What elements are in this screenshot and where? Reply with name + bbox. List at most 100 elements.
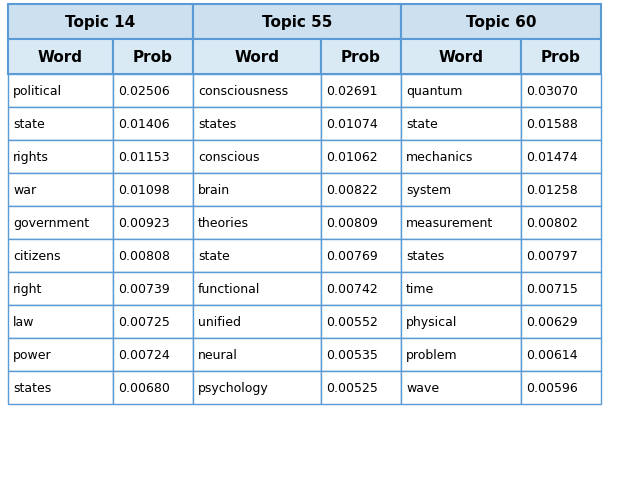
Bar	[401, 338, 521, 371]
Bar	[193, 207, 321, 240]
Bar	[193, 371, 321, 404]
Bar	[321, 174, 401, 207]
Bar	[321, 207, 401, 240]
Bar	[113, 371, 193, 404]
Text: 0.00923: 0.00923	[118, 216, 170, 229]
Bar	[401, 174, 521, 207]
Bar	[321, 305, 401, 338]
Bar	[521, 272, 601, 305]
Bar	[193, 338, 321, 371]
Text: Prob: Prob	[341, 50, 381, 65]
Text: conscious: conscious	[198, 151, 259, 164]
Text: 0.00797: 0.00797	[526, 249, 578, 262]
Text: 0.00680: 0.00680	[118, 381, 170, 394]
Text: Word: Word	[438, 50, 483, 65]
Text: theories: theories	[198, 216, 249, 229]
Text: 0.02506: 0.02506	[118, 85, 170, 98]
Bar	[401, 75, 521, 108]
Bar	[113, 75, 193, 108]
Bar	[521, 174, 601, 207]
Text: psychology: psychology	[198, 381, 269, 394]
Text: 0.00552: 0.00552	[326, 316, 378, 328]
Bar	[193, 40, 321, 75]
Bar	[193, 272, 321, 305]
Text: state: state	[406, 118, 438, 131]
Text: Topic 60: Topic 60	[466, 15, 536, 30]
Bar	[113, 240, 193, 272]
Bar	[113, 40, 193, 75]
Bar	[521, 75, 601, 108]
Bar	[401, 305, 521, 338]
Text: states: states	[406, 249, 444, 262]
Bar	[321, 371, 401, 404]
Text: system: system	[406, 183, 451, 197]
Bar	[521, 207, 601, 240]
Bar	[521, 40, 601, 75]
Bar	[321, 240, 401, 272]
Bar	[193, 141, 321, 174]
Bar	[8, 240, 113, 272]
Bar	[8, 305, 113, 338]
Text: mechanics: mechanics	[406, 151, 474, 164]
Text: 0.01062: 0.01062	[326, 151, 378, 164]
Bar	[321, 75, 401, 108]
Text: 0.01153: 0.01153	[118, 151, 170, 164]
Bar	[401, 141, 521, 174]
Bar	[113, 207, 193, 240]
Text: citizens: citizens	[13, 249, 61, 262]
Bar	[8, 108, 113, 141]
Text: political: political	[13, 85, 62, 98]
Text: Topic 14: Topic 14	[65, 15, 136, 30]
Bar	[401, 240, 521, 272]
Text: Prob: Prob	[133, 50, 173, 65]
Text: time: time	[406, 283, 435, 295]
Text: 0.00802: 0.00802	[526, 216, 578, 229]
Bar	[521, 240, 601, 272]
Bar	[113, 174, 193, 207]
Text: rights: rights	[13, 151, 49, 164]
Text: Word: Word	[234, 50, 280, 65]
Text: 0.01098: 0.01098	[118, 183, 170, 197]
Bar	[8, 141, 113, 174]
Text: 0.00614: 0.00614	[526, 348, 578, 361]
Text: 0.00715: 0.00715	[526, 283, 578, 295]
Bar	[401, 207, 521, 240]
Bar	[321, 40, 401, 75]
Bar	[113, 305, 193, 338]
Text: state: state	[198, 249, 230, 262]
Bar	[193, 174, 321, 207]
Text: physical: physical	[406, 316, 458, 328]
Bar	[8, 371, 113, 404]
Bar	[113, 272, 193, 305]
Bar	[401, 108, 521, 141]
Text: 0.00629: 0.00629	[526, 316, 578, 328]
Text: Prob: Prob	[541, 50, 581, 65]
Text: consciousness: consciousness	[198, 85, 288, 98]
Bar	[8, 174, 113, 207]
Bar	[8, 40, 113, 75]
Bar	[401, 40, 521, 75]
Text: right: right	[13, 283, 42, 295]
Text: war: war	[13, 183, 36, 197]
Text: neural: neural	[198, 348, 238, 361]
Bar	[193, 240, 321, 272]
Bar	[8, 207, 113, 240]
Bar	[193, 305, 321, 338]
Bar	[321, 272, 401, 305]
Text: 0.01406: 0.01406	[118, 118, 170, 131]
Text: power: power	[13, 348, 52, 361]
Bar	[401, 371, 521, 404]
Bar	[521, 371, 601, 404]
Text: 0.00769: 0.00769	[326, 249, 378, 262]
Text: unified: unified	[198, 316, 241, 328]
Bar	[113, 141, 193, 174]
Text: states: states	[13, 381, 51, 394]
Bar	[521, 305, 601, 338]
Text: 0.00725: 0.00725	[118, 316, 170, 328]
Bar	[8, 5, 193, 40]
Bar	[321, 338, 401, 371]
Text: functional: functional	[198, 283, 260, 295]
Text: 0.00535: 0.00535	[326, 348, 378, 361]
Text: brain: brain	[198, 183, 230, 197]
Text: 0.00822: 0.00822	[326, 183, 378, 197]
